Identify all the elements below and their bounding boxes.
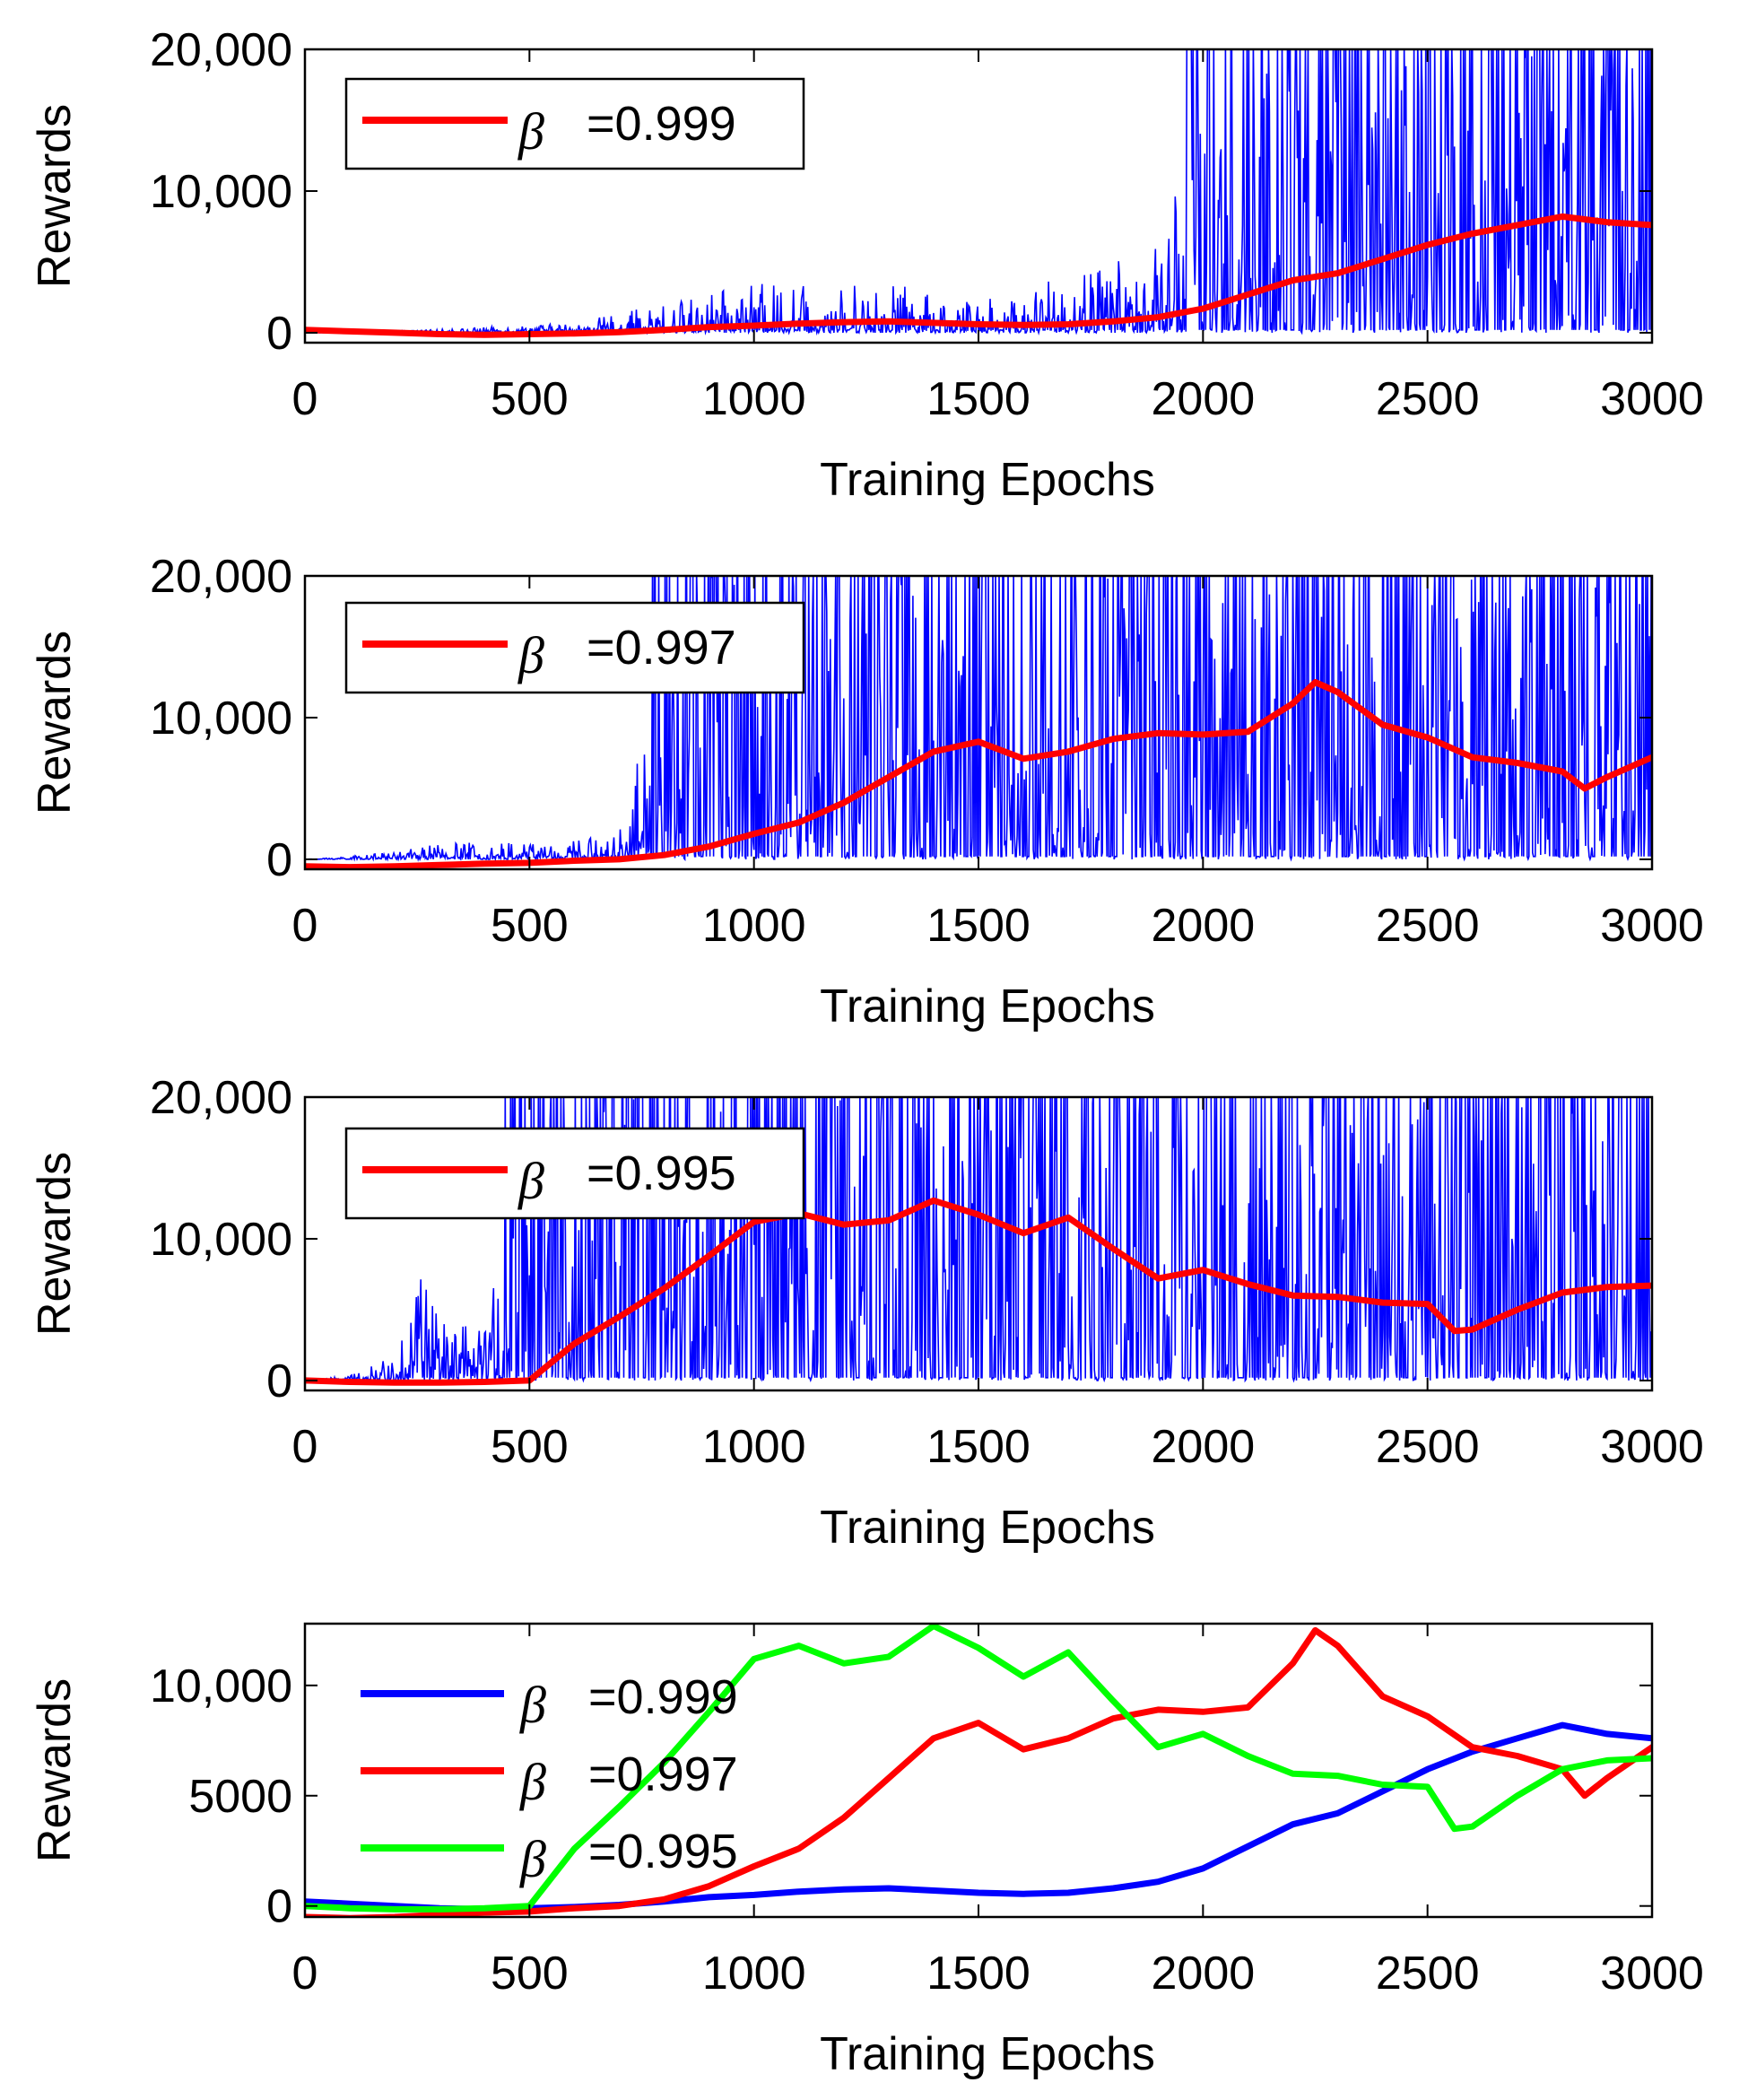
x-tick-label: 1500 [926,1948,1031,2000]
x-tick-label: 500 [491,900,569,952]
x-axis-label: Training Epochs [820,454,1155,506]
legend-label: =0.995 [588,1825,738,1878]
y-tick-label: 0 [266,308,292,360]
legend-label: =0.999 [587,97,736,151]
legend-beta-symbol: β [517,626,544,684]
legend: β =0.997 [344,601,805,694]
legend-beta-symbol: β [519,1830,546,1888]
x-tick-label: 2000 [1151,900,1255,952]
legend: β =0.999 β =0.997 β =0.995 [361,1670,738,1888]
legend: β =0.995 [344,1127,805,1220]
plot-area [305,1097,1652,1386]
x-tick-label: 2500 [1376,1948,1480,2000]
x-tick-label: 3000 [1600,373,1704,425]
y-tick-label: 0 [266,1881,292,1933]
y-tick-label: 20,000 [150,1072,292,1124]
x-tick-label: 0 [292,1948,318,2000]
x-tick-label: 2000 [1151,1421,1255,1473]
legend-label: =0.999 [588,1670,738,1724]
legend-beta-symbol: β [517,1152,544,1210]
series-line-0997 [305,679,1652,869]
x-tick-label: 0 [292,900,318,952]
legend-beta-symbol: β [519,1676,546,1734]
panel-2: 0 500 1000 1500 2000 2500 3000 0 10,000 20,000 Tra… [29,551,1704,1033]
y-axis-label: Rewards [29,1678,81,1862]
x-tick-label: 500 [491,1421,569,1473]
x-tick-label: 2500 [1376,900,1480,952]
x-tick-label: 2000 [1151,373,1255,425]
x-axis-label: Training Epochs [820,980,1155,1033]
legend-label: =0.995 [587,1146,736,1200]
y-axis-label: Rewards [29,1152,81,1336]
panel-3: 0 500 1000 1500 2000 2500 3000 0 10,000 20,000 Tra… [29,1072,1704,1554]
x-tick-label: 3000 [1600,900,1704,952]
series-line-0997 [305,1626,1652,1917]
y-tick-label: 5000 [188,1771,292,1823]
y-tick-label: 20,000 [150,551,292,603]
x-axis-label: Training Epochs [820,1502,1155,1554]
x-tick-label: 1500 [926,373,1031,425]
y-tick-label: 10,000 [150,166,292,218]
x-tick-label: 1500 [926,900,1031,952]
x-tick-label: 1500 [926,1421,1031,1473]
x-tick-label: 3000 [1600,1948,1704,2000]
x-tick-label: 2000 [1151,1948,1255,2000]
x-tick-label: 0 [292,373,318,425]
panel-4: 0 500 1000 1500 2000 2500 3000 0 5000 10,000 Train… [29,1622,1704,2080]
y-tick-label: 10,000 [150,1660,292,1712]
y-tick-label: 0 [266,834,292,886]
x-tick-label: 2500 [1376,373,1480,425]
x-tick-label: 1000 [702,1948,806,2000]
x-tick-label: 1000 [702,900,806,952]
plot-area [305,576,1652,869]
y-tick-label: 20,000 [150,24,292,76]
y-axis-label: Rewards [29,104,81,288]
raw-reward-trace [305,576,1652,862]
y-tick-label: 10,000 [150,693,292,745]
panel-1: 0 500 1000 1500 2000 2500 3000 0 10,000 20,000 Tra… [29,24,1704,506]
legend-label: =0.997 [588,1747,738,1801]
x-tick-label: 1000 [702,373,806,425]
x-tick-label: 500 [491,1948,569,2000]
legend: β =0.999 [344,77,805,170]
legend-beta-symbol: β [517,102,544,161]
x-tick-label: 1000 [702,1421,806,1473]
x-tick-label: 3000 [1600,1421,1704,1473]
y-tick-label: 0 [266,1355,292,1407]
x-axis-label: Training Epochs [820,2028,1155,2080]
series-line-0995 [305,1624,1652,1913]
y-axis-label: Rewards [29,631,81,815]
legend-label: =0.997 [587,621,736,675]
raw-reward-trace [305,1097,1652,1383]
x-tick-label: 500 [491,373,569,425]
x-tick-label: 2500 [1376,1421,1480,1473]
series-line-0995 [305,1197,1652,1386]
legend-beta-symbol: β [519,1753,546,1811]
y-tick-label: 10,000 [150,1214,292,1266]
x-tick-label: 0 [292,1421,318,1473]
